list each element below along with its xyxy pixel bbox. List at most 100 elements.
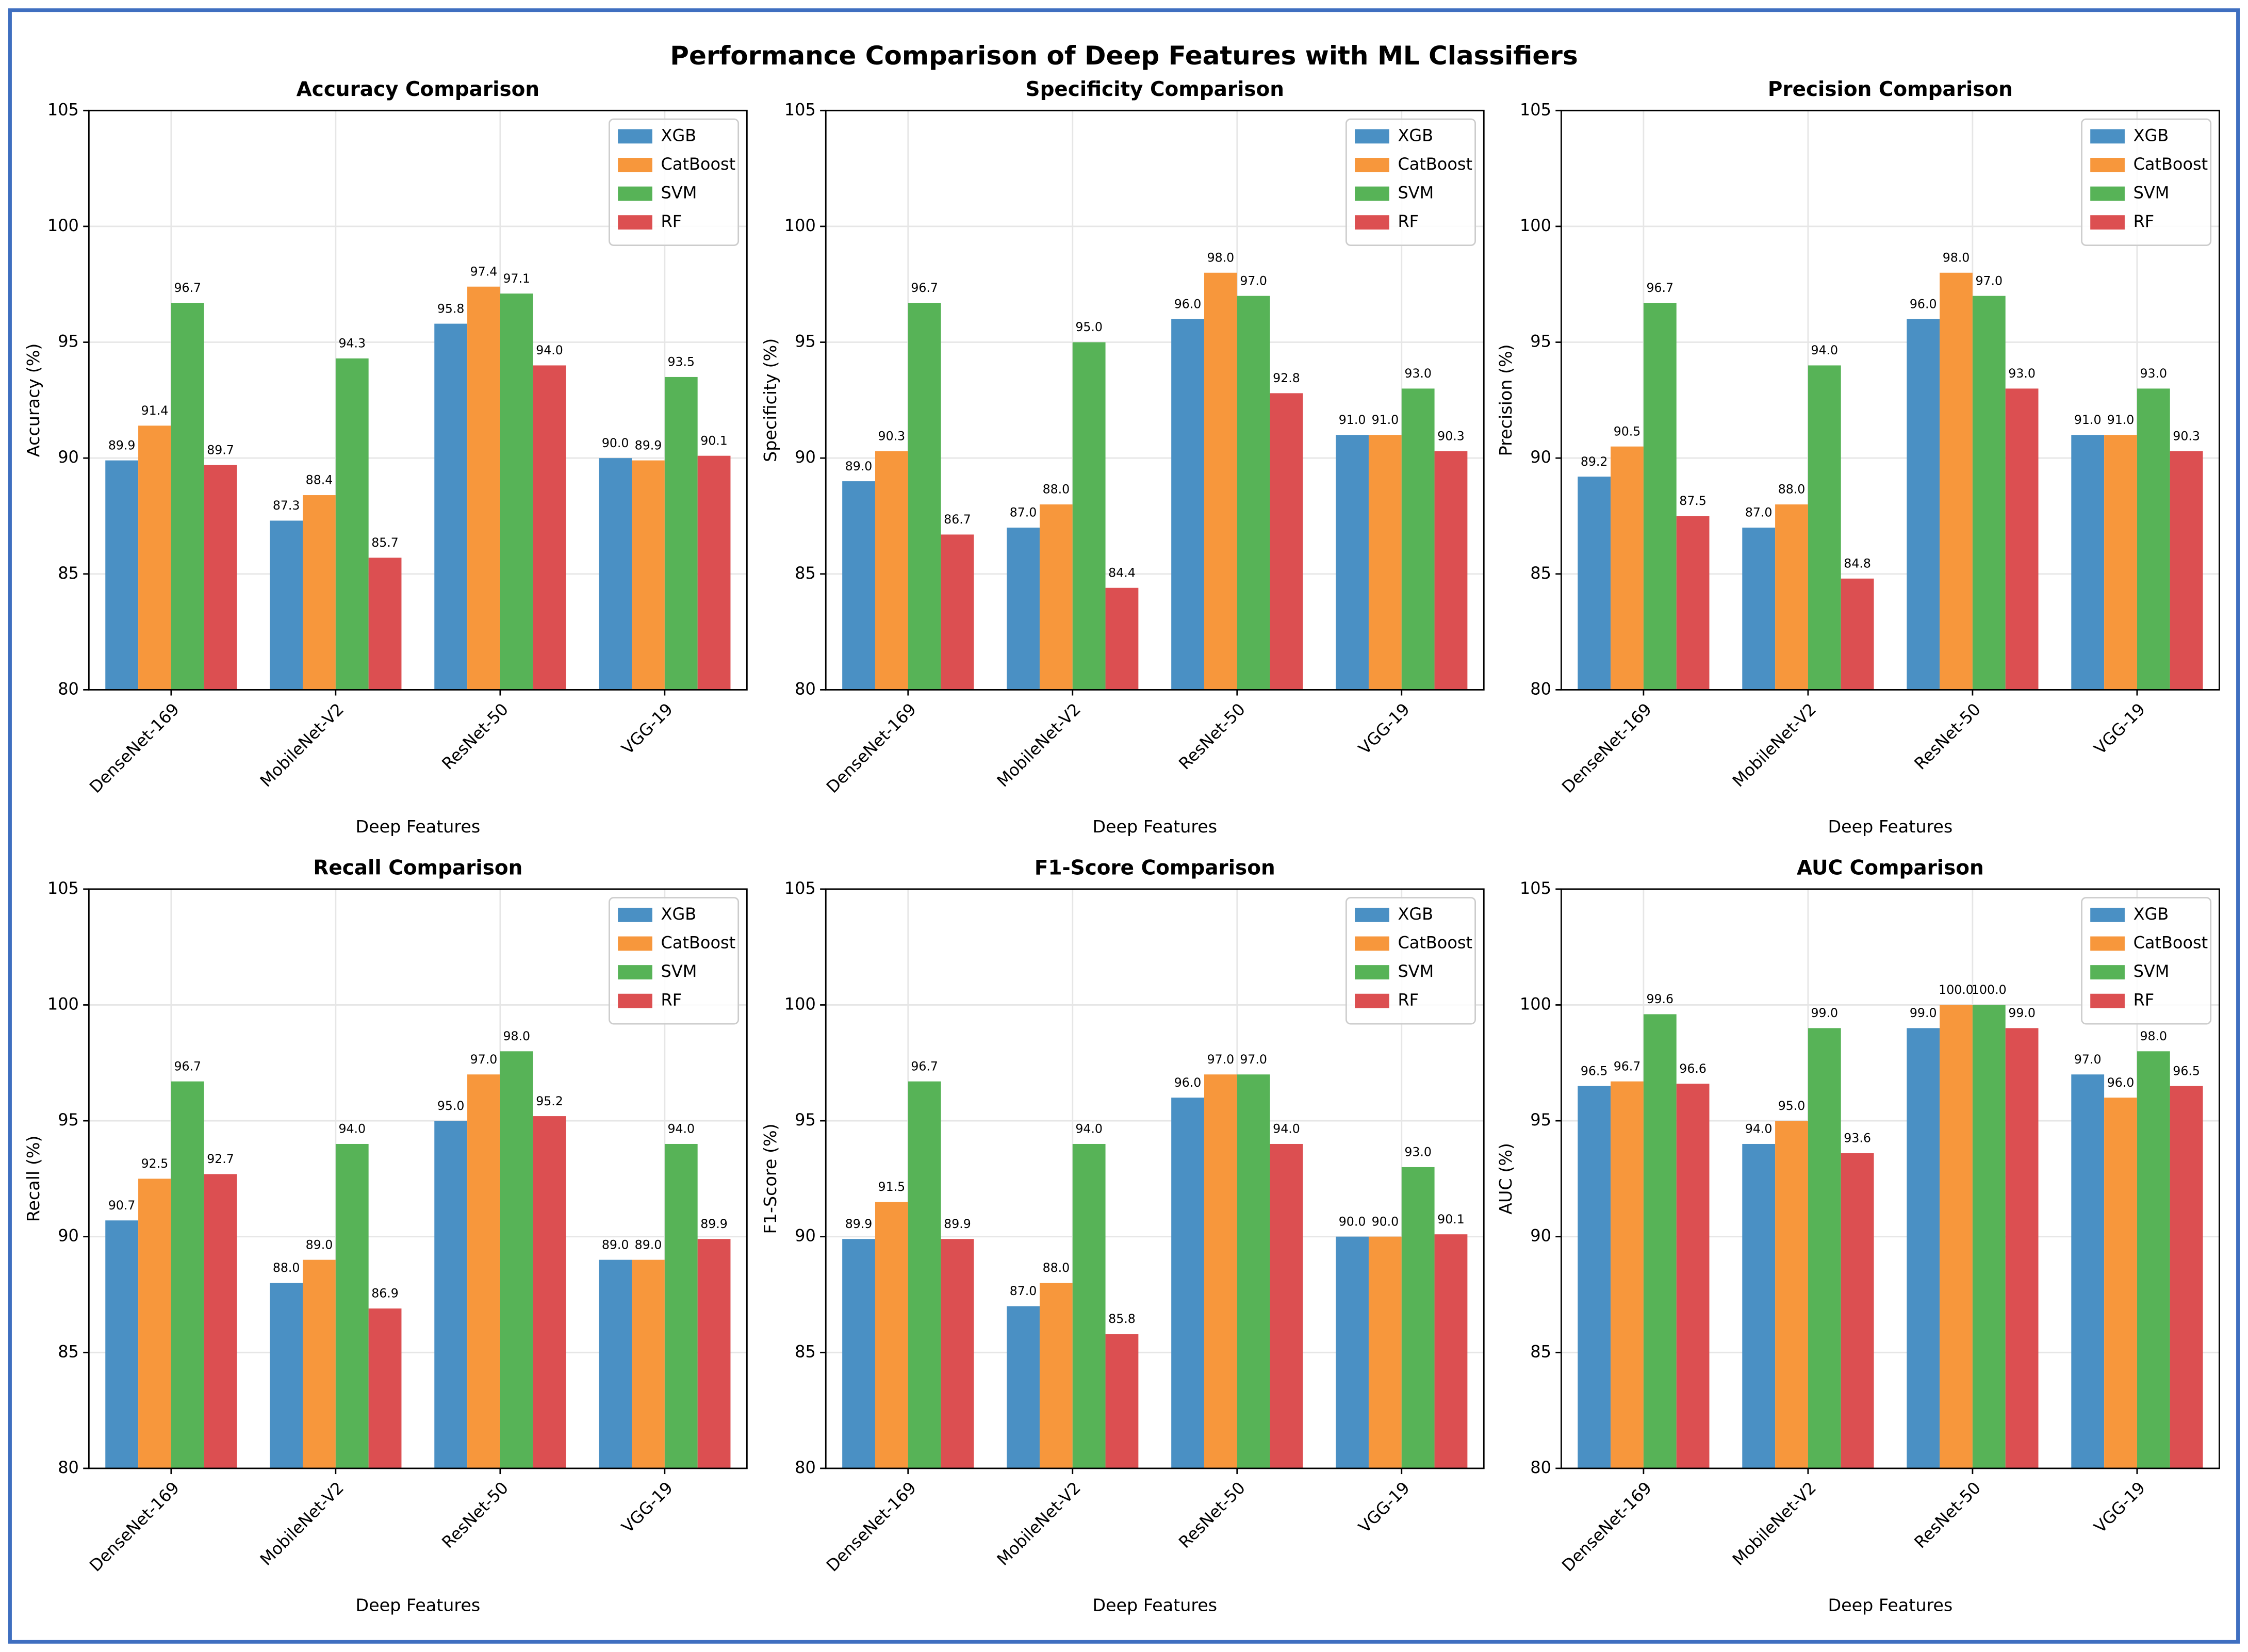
value-label: 94.0 <box>1075 1122 1103 1136</box>
bar <box>1007 1306 1040 1468</box>
value-label: 84.8 <box>1844 556 1871 570</box>
y-tick-label: 85 <box>58 563 79 583</box>
y-tick-label: 105 <box>1520 100 1551 119</box>
value-label: 93.0 <box>1404 1145 1432 1159</box>
value-label: 97.4 <box>470 264 498 279</box>
legend-label: XGB <box>2134 904 2169 924</box>
y-tick-label: 95 <box>795 1110 816 1130</box>
y-tick-label: 100 <box>784 216 816 235</box>
value-label: 87.0 <box>1745 505 1773 520</box>
bar <box>2104 435 2137 690</box>
value-label: 96.7 <box>174 281 201 295</box>
bar <box>1742 1143 1776 1468</box>
value-label: 96.6 <box>1679 1061 1706 1076</box>
bar <box>2170 451 2203 690</box>
value-label: 97.0 <box>470 1052 498 1067</box>
legend-box <box>609 897 740 1025</box>
bar <box>1105 587 1139 690</box>
legend-label: XGB <box>1398 125 1433 145</box>
value-label: 94.0 <box>667 1122 695 1136</box>
legend-swatch <box>618 907 652 922</box>
legend-label: CatBoost <box>2134 933 2208 952</box>
bar <box>908 1081 941 1468</box>
value-label: 85.7 <box>371 535 399 550</box>
y-tick-label: 105 <box>1520 878 1551 898</box>
chart-title: AUC Comparison <box>1797 856 1984 879</box>
bar <box>434 1121 468 1468</box>
bar <box>1940 1005 1973 1468</box>
legend-swatch <box>1355 907 1389 922</box>
bar <box>1072 1143 1106 1468</box>
bar <box>1578 477 1611 690</box>
bar <box>599 458 632 690</box>
value-label: 89.9 <box>635 438 662 452</box>
value-label: 94.0 <box>536 343 563 357</box>
legend-label: XGB <box>661 904 697 924</box>
value-label: 90.0 <box>1372 1214 1399 1229</box>
y-tick-label: 90 <box>1530 1226 1551 1246</box>
bar <box>664 1143 698 1468</box>
value-label: 100.0 <box>1972 983 2007 997</box>
bar <box>105 1220 139 1468</box>
bar <box>2137 1051 2170 1468</box>
y-tick-label: 80 <box>795 1458 816 1477</box>
value-label: 89.0 <box>845 459 873 473</box>
bar <box>303 495 336 690</box>
bar <box>434 323 468 690</box>
value-label: 87.0 <box>1010 1284 1037 1298</box>
value-label: 96.0 <box>1174 1075 1202 1090</box>
legend-label: SVM <box>2134 183 2170 203</box>
value-label: 98.0 <box>503 1029 530 1043</box>
bar <box>1611 446 1644 690</box>
bar <box>171 303 204 690</box>
bar <box>1808 365 1841 690</box>
value-label: 94.0 <box>1273 1122 1300 1136</box>
bar <box>1841 578 1874 690</box>
legend-swatch <box>1355 129 1389 144</box>
bar <box>1336 435 1369 690</box>
legend-swatch <box>1355 215 1389 230</box>
legend-label: RF <box>2134 211 2155 231</box>
bar <box>1072 342 1106 690</box>
value-label: 93.0 <box>2008 366 2036 381</box>
bar <box>270 1283 303 1468</box>
value-label: 87.0 <box>1010 505 1037 520</box>
bar <box>2071 435 2105 690</box>
value-label: 90.1 <box>700 433 728 448</box>
y-tick-label: 95 <box>1530 332 1551 351</box>
legend-swatch <box>2090 965 2125 979</box>
value-label: 88.0 <box>273 1261 300 1275</box>
y-tick-label: 100 <box>1520 216 1551 235</box>
bar <box>171 1081 204 1468</box>
bar <box>1368 1236 1402 1468</box>
y-tick-label: 105 <box>47 100 79 119</box>
legend-box <box>2081 897 2212 1025</box>
axes-frame <box>1561 888 2220 1469</box>
bar <box>1270 393 1303 690</box>
bar <box>1841 1153 1874 1468</box>
bar <box>1643 303 1677 690</box>
y-axis-label: Specificity (%) <box>760 338 780 462</box>
value-label: 89.7 <box>207 443 234 457</box>
value-label: 92.5 <box>141 1156 169 1171</box>
bar <box>533 365 566 690</box>
y-tick-label: 80 <box>1530 679 1551 698</box>
bar <box>1434 451 1468 690</box>
bar <box>1972 296 2006 690</box>
legend-swatch <box>618 993 652 1008</box>
bar <box>1434 1234 1468 1468</box>
y-tick-label: 90 <box>795 1226 816 1246</box>
value-label: 94.0 <box>1745 1122 1773 1136</box>
bar <box>1105 1334 1139 1468</box>
legend-label: CatBoost <box>661 154 736 174</box>
legend-label: RF <box>661 990 682 1010</box>
bar <box>204 1174 237 1468</box>
legend-swatch <box>618 936 652 951</box>
chart-title: Accuracy Comparison <box>297 78 539 101</box>
value-label: 91.0 <box>2074 413 2102 427</box>
y-tick-label: 100 <box>1520 994 1551 1013</box>
value-label: 92.7 <box>207 1152 234 1166</box>
bar <box>500 1051 533 1468</box>
y-tick-label: 95 <box>1530 1110 1551 1130</box>
